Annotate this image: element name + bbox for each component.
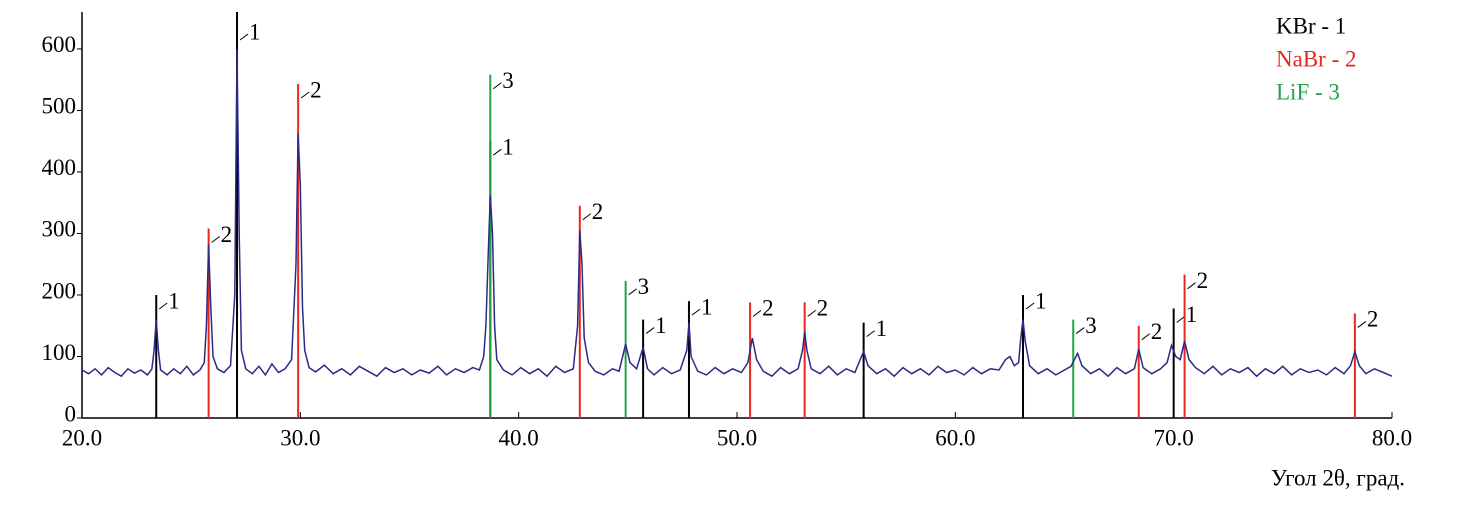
label-leader	[1141, 333, 1151, 341]
x-tick-label: 40.0	[499, 425, 539, 450]
y-tick-label: 600	[42, 32, 77, 57]
stick-label: 1	[876, 316, 888, 341]
label-leader	[492, 82, 502, 90]
x-tick-label: 20.0	[62, 425, 102, 450]
stick-label: 1	[701, 294, 713, 319]
stick-label: 2	[1151, 319, 1163, 344]
label-leader	[582, 213, 592, 221]
label-leader	[300, 91, 310, 99]
label-leader	[158, 302, 168, 310]
y-tick-label: 0	[65, 401, 77, 426]
stick-label: 2	[1367, 307, 1379, 332]
y-tick-label: 300	[42, 217, 77, 242]
stick-label: 2	[221, 222, 233, 247]
label-leader	[1357, 321, 1367, 328]
x-tick-label: 50.0	[717, 425, 757, 450]
x-axis-label: Угол 2θ, град.	[1271, 465, 1405, 490]
stick-label: 3	[502, 68, 514, 93]
stick-label: 2	[817, 296, 829, 321]
label-leader	[211, 236, 220, 243]
y-tick-label: 400	[42, 155, 77, 180]
label-leader	[492, 148, 502, 156]
label-leader	[1176, 316, 1185, 323]
label-leader	[1025, 302, 1035, 310]
stick-label: 3	[1085, 313, 1097, 338]
x-tick-label: 70.0	[1154, 425, 1194, 450]
legend-entry: KBr - 1	[1276, 13, 1346, 38]
stick-label: 1	[168, 288, 180, 313]
stick-label: 1	[249, 19, 261, 44]
label-leader	[628, 288, 637, 296]
stick-label: 1	[502, 134, 514, 159]
x-tick-label: 80.0	[1372, 425, 1412, 450]
stick-label: 3	[638, 274, 650, 299]
pattern-line	[81, 48, 1393, 378]
label-leader	[807, 309, 816, 317]
stick-label: 2	[1197, 268, 1209, 293]
x-tick-label: 60.0	[935, 425, 975, 450]
legend-entry: NaBr - 2	[1276, 46, 1356, 71]
label-leader	[1075, 327, 1085, 334]
y-tick-label: 200	[42, 278, 77, 303]
stick-label: 1	[1035, 288, 1047, 313]
stick-label: 1	[655, 313, 667, 338]
y-tick-label: 500	[42, 94, 77, 119]
x-tick-label: 30.0	[280, 425, 320, 450]
label-leader	[239, 33, 249, 41]
stick-label: 2	[592, 199, 604, 224]
legend-entry: LiF - 3	[1276, 79, 1340, 104]
label-leader	[691, 308, 701, 316]
y-tick-label: 100	[42, 340, 77, 365]
label-leader	[645, 327, 655, 334]
stick-label: 2	[762, 296, 774, 321]
stick-label: 1	[1186, 302, 1198, 327]
label-leader	[1187, 282, 1196, 290]
stick-label: 2	[310, 77, 322, 102]
label-leader	[866, 330, 875, 338]
label-leader	[752, 309, 762, 317]
